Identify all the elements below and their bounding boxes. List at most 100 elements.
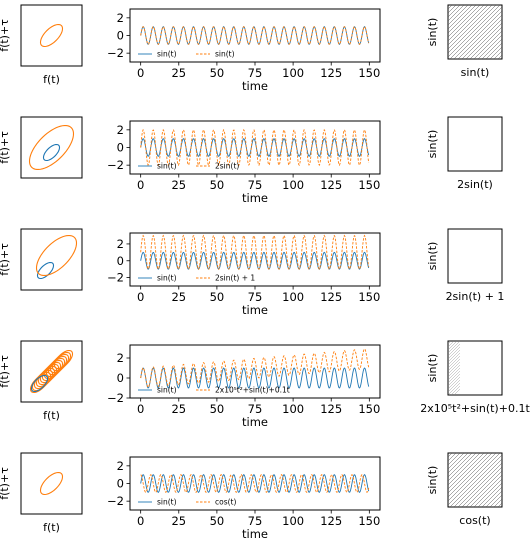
- recurrence-ylabel: sin(t): [426, 18, 439, 47]
- chart-row-1: f(t)+τ f(t) 0 25 50 75 100 125 150 2 0 −2 time sin(t)…: [0, 4, 503, 93]
- x-tick-label: 125: [320, 178, 342, 192]
- x-tick-label: 75: [248, 290, 263, 304]
- y-tick-label: −2: [107, 494, 124, 508]
- recurrence-diagonal: [447, 452, 481, 486]
- recurrence-diagonal: [473, 478, 503, 508]
- phase-plot-xlabel: f(t): [43, 73, 60, 86]
- legend-label-2: 2sin(t) + 1: [215, 274, 255, 283]
- recurrence-diagonal: [447, 4, 501, 58]
- recurrence-plot: sin(t) cos(t): [426, 452, 503, 527]
- recurrence-diagonal: [447, 376, 461, 390]
- recurrence-diagonal: [447, 352, 461, 366]
- recurrence-diagonal: [481, 38, 503, 60]
- recurrence-diagonal: [497, 502, 503, 508]
- phase-curve-trend-11: [49, 353, 70, 374]
- phase-plot-frame: [20, 452, 83, 515]
- recurrence-diagonal: [453, 10, 503, 60]
- x-tick-label: 125: [320, 290, 342, 304]
- legend-label-2: sin(t): [215, 50, 235, 59]
- legend-label-2: 2x10⁵t²+sin(t)+0.1t: [215, 386, 290, 395]
- y-tick-label: −2: [107, 271, 124, 285]
- chart-row-3: f(t)+τ 0 25 50 75 100 125 150 2 0 −2 time sin(t) 2sin…: [0, 228, 505, 317]
- legend-label-1: sin(t): [157, 498, 177, 507]
- recurrence-diagonal: [447, 4, 497, 54]
- x-tick-label: 150: [358, 514, 380, 528]
- recurrence-xlabel: 2sin(t): [457, 178, 493, 191]
- time-series-frame: [129, 120, 381, 175]
- legend-label-1: sin(t): [157, 386, 177, 395]
- phase-plot-frame: [20, 116, 83, 179]
- recurrence-diagonal: [465, 470, 503, 508]
- recurrence-diagonal: [447, 340, 455, 348]
- time-series-plot: 0 25 50 75 100 125 150 2 0 −2 time sin(t) 2sin(t): [107, 120, 381, 205]
- y-tick-label: 2: [117, 123, 124, 137]
- recurrence-diagonal: [447, 4, 465, 22]
- y-tick-label: 0: [117, 371, 124, 385]
- recurrence-diagonal: [469, 26, 503, 60]
- recurrence-diagonal: [447, 355, 461, 369]
- phase-curve: [39, 471, 64, 496]
- phase-plot: f(t)+τ f(t): [0, 4, 83, 86]
- recurrence-diagonal: [453, 388, 461, 396]
- recurrence-diagonal: [449, 6, 503, 60]
- phase-plot-xlabel: f(t): [43, 521, 60, 534]
- time-series-xlabel: time: [242, 415, 268, 429]
- recurrence-diagonal: [447, 4, 489, 46]
- x-tick-label: 50: [210, 290, 225, 304]
- recurrence-diagonal: [497, 54, 503, 60]
- recurrence-diagonal: [447, 361, 461, 375]
- phase-curve-trend-9: [45, 357, 66, 378]
- recurrence-diagonal: [447, 452, 501, 506]
- recurrence-diagonal: [447, 370, 461, 384]
- phase-curve-2sin-plus-1: [35, 234, 78, 277]
- recurrence-ylabel: sin(t): [426, 242, 439, 271]
- x-tick-label: 25: [171, 290, 186, 304]
- time-series-plot: 0 25 50 75 100 125 150 2 0 −2 time sin(t) cos(t): [107, 456, 381, 541]
- series-line-1: [140, 367, 370, 389]
- recurrence-diagonal: [477, 482, 503, 508]
- x-tick-label: 25: [171, 514, 186, 528]
- recurrence-diagonal: [447, 452, 453, 458]
- recurrence-xlabel: 2sin(t) + 1: [446, 290, 505, 303]
- x-tick-label: 0: [137, 178, 144, 192]
- series-line-2: [140, 128, 370, 167]
- recurrence-diagonal: [457, 14, 503, 60]
- recurrence-diagonal: [447, 4, 469, 26]
- phase-plot: f(t)+τ f(t): [0, 452, 83, 534]
- y-tick-label: 0: [117, 29, 124, 43]
- x-tick-label: 125: [320, 66, 342, 80]
- recurrence-diagonal: [447, 364, 461, 378]
- phase-plot: f(t)+τ: [0, 116, 83, 179]
- series-line-2: [140, 26, 370, 45]
- x-tick-label: 75: [248, 514, 263, 528]
- recurrence-diagonal: [447, 346, 461, 360]
- x-tick-label: 150: [358, 66, 380, 80]
- recurrence-diagonal: [447, 358, 461, 372]
- phase-curve-trend-13: [53, 349, 74, 370]
- recurrence-plot: sin(t) 2sin(t) + 1: [426, 228, 505, 303]
- recurrence-diagonal: [447, 452, 485, 490]
- x-tick-label: 50: [210, 514, 225, 528]
- recurrence-diagonal: [447, 343, 461, 357]
- phase-curve-sin: [42, 143, 61, 162]
- recurrence-diagonal: [447, 340, 458, 351]
- y-tick-label: 2: [117, 351, 124, 365]
- recurrence-diagonal: [447, 4, 473, 30]
- time-series-plot: 0 25 50 75 100 125 150 2 0 −2 time sin(t) 2sin(t) + …: [107, 232, 381, 317]
- phase-plot-ylabel: f(t)+τ: [0, 19, 11, 52]
- recurrence-diagonal: [477, 34, 503, 60]
- recurrence-diagonal: [493, 50, 503, 60]
- x-tick-label: 75: [248, 402, 263, 416]
- series-line-1: [140, 138, 370, 157]
- recurrence-xlabel: 2x10⁵t²+sin(t)+0.1t: [420, 402, 530, 415]
- recurrence-diagonal: [447, 379, 461, 393]
- legend-label-2: 2sin(t): [215, 162, 239, 171]
- recurrence-diagonal: [450, 385, 461, 396]
- time-series-xlabel: time: [242, 527, 268, 541]
- y-tick-label: 0: [117, 141, 124, 155]
- x-tick-label: 0: [137, 514, 144, 528]
- recurrence-diagonal: [447, 452, 473, 478]
- x-tick-label: 25: [171, 178, 186, 192]
- recurrence-frame: [447, 228, 503, 284]
- recurrence-diagonal: [461, 466, 503, 508]
